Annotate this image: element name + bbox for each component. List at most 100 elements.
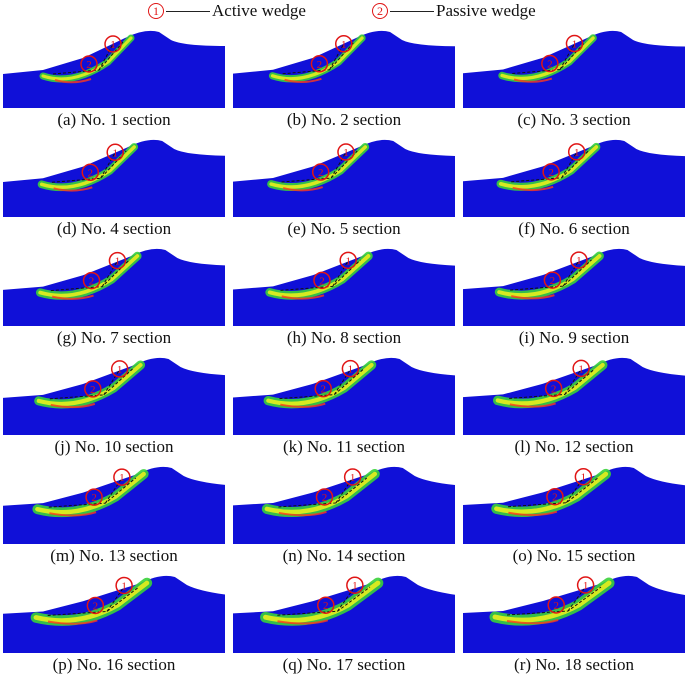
svg-text:2: 2 [90,384,96,396]
section-figure: 21 [3,575,225,653]
svg-text:1: 1 [341,39,347,51]
active-wedge-marker-icon: 1 [565,34,584,53]
slip-surface-line [506,586,602,616]
section-panel: 2 1 (q) No. 17 section [233,569,455,677]
soil-body [463,30,685,108]
section-caption: (r) No. 18 section [514,655,634,674]
shear-band-peak [513,77,553,83]
shear-band-core [266,362,374,406]
active-wedge-marker-icon: 1 [570,251,588,269]
section-figure: 21 [463,357,685,435]
section-figure: 21 [463,466,685,544]
section-caption: (b) No. 2 section [286,110,402,129]
section-figure: 21 [463,30,685,108]
section-figure: 21 [233,357,455,435]
soil-body [463,466,685,544]
soil-body [3,248,225,326]
slip-surface-line [281,150,358,183]
active-wedge-marker-icon: 1 [115,576,133,595]
section-panel: 2 1 (f) No. 6 section [463,133,685,241]
active-wedge-marker-icon: 1 [343,468,362,486]
soil-body [233,139,455,217]
legend-dash [390,10,434,12]
section-caption: (p) No. 16 section [52,655,176,674]
section-figure: 21 [233,466,455,544]
active-wedge-marker-icon: 1 [108,251,127,270]
shear-band-peak [512,185,554,192]
svg-text:1: 1 [581,472,587,484]
shear-band-core [269,145,368,189]
shear-band-peak [54,78,92,84]
shear-band-peak [278,510,327,517]
legend-passive-wedge: 2 Passive wedge [372,1,536,21]
soil-body [3,575,225,653]
shear-band-peak [508,510,558,516]
section-panel: 2 1 (k) No. 11 section [233,351,455,459]
svg-text:1: 1 [343,147,349,159]
passive-wedge-marker-icon: 2 [542,163,560,181]
shear-band-core [36,362,143,406]
section-panel: 2 1 (p) No. 16 section [3,569,225,677]
shear-band-peak [506,619,559,625]
svg-text:1: 1 [352,580,358,592]
svg-text:1: 1 [583,580,589,592]
shear-band-core [39,145,136,189]
svg-text:2: 2 [319,275,325,287]
shear-band-core [270,36,364,81]
soil-body [463,248,685,326]
section-figure: 21 [3,248,225,326]
slip-surface-line [279,368,364,400]
shear-band-peak [280,402,326,408]
svg-text:1: 1 [348,364,354,376]
svg-text:2: 2 [548,167,554,179]
section-panel: 2 1 (e) No. 5 section [233,133,455,241]
section-caption: (d) No. 4 section [56,219,172,238]
passive-wedge-marker-icon: 2 [546,487,564,506]
section-panel: 2 1 (n) No. 14 section [233,460,455,568]
shear-band-peak [284,77,322,84]
section-caption: (g) No. 7 section [56,328,172,347]
passive-wedge-marker-icon: 2 [547,596,565,614]
slip-surface-line [49,368,133,400]
legend: 1 Active wedge 2 Passive wedge [0,0,685,24]
active-wedge-marker-icon: 1 [106,143,124,162]
svg-text:1: 1 [110,39,116,51]
svg-text:2: 2 [322,492,328,504]
slip-surface-line [510,259,592,291]
svg-text:1: 1 [350,472,356,484]
shear-band-core [498,145,599,189]
section-panel: 2 1 (r) No. 18 section [463,569,685,677]
active-wedge-marker-icon: 1 [104,35,122,53]
shear-band-core [264,471,378,515]
passive-wedge-marker-icon: 2 [313,271,331,290]
section-caption: (k) No. 11 section [282,437,406,456]
legend-passive-label: Passive wedge [436,1,536,20]
shear-band-peak [51,294,94,300]
shear-band-peak [281,294,325,300]
section-panel: 2 1 (b) No. 2 section [233,24,455,132]
soil-body [233,248,455,326]
svg-text:2: 2 [323,600,329,612]
svg-text:1: 1 [121,580,127,592]
shear-band-peak [282,186,324,192]
active-wedge-marker-icon: 1 [346,576,364,594]
section-figure: 21 [463,575,685,653]
section-caption: (a) No. 1 section [57,110,171,129]
section-figure: 21 [3,466,225,544]
passive-wedge-marker-icon: 2 [82,271,101,290]
section-panel: 2 1 (m) No. 13 section [3,460,225,568]
passive-wedge-marker-icon: 2 [315,488,334,506]
section-caption: (f) No. 6 section [518,219,630,238]
slip-surface-line [509,368,595,399]
section-figure: 21 [3,357,225,435]
slip-surface-line [278,477,368,508]
section-figure: 21 [233,248,455,326]
soil-body [463,357,685,435]
legend-active-wedge: 1 Active wedge [148,1,306,21]
soil-body [233,30,455,108]
passive-wedge-marker-icon: 2 [544,379,563,398]
section-figure: 21 [233,575,455,653]
shear-band-peak [511,294,555,300]
section-panel: 2 1 (j) No. 10 section [3,351,225,459]
svg-text:1: 1 [574,147,580,159]
